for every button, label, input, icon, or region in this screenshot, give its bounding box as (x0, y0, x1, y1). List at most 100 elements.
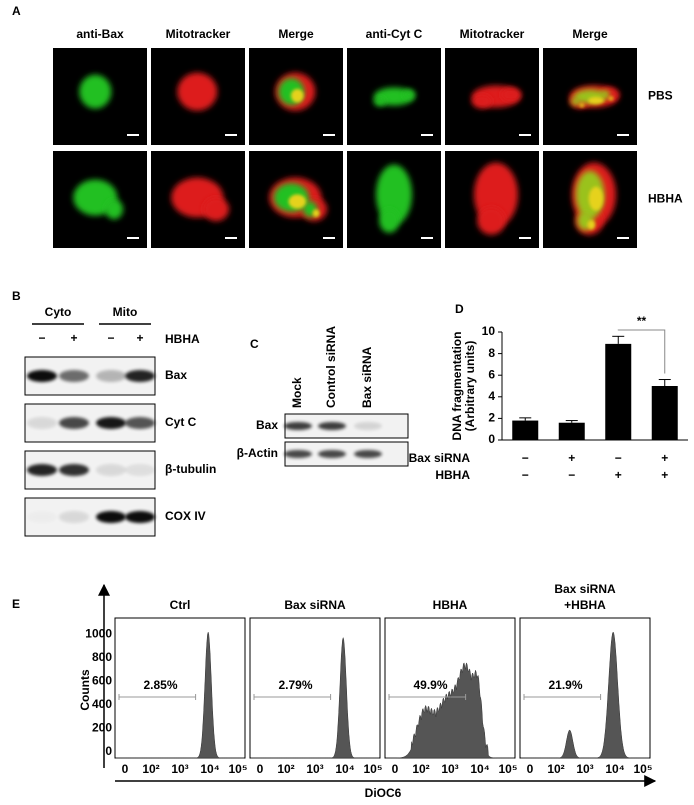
signal (312, 209, 320, 218)
x-tick-label: 0 (257, 762, 264, 776)
signal (379, 208, 400, 233)
blot-band (318, 422, 346, 430)
y-tick-label: 400 (92, 697, 112, 711)
significance-bracket (617, 329, 666, 374)
micrograph (543, 151, 637, 248)
signal (79, 74, 112, 109)
signal (571, 97, 581, 106)
treatment-label: HBHA (165, 332, 200, 346)
signal (600, 90, 610, 99)
bar (512, 420, 539, 440)
micrograph (347, 151, 441, 248)
blot-band (27, 370, 57, 382)
condition-sign: − (568, 468, 575, 482)
gate-label: 49.9% (413, 678, 447, 692)
histogram (386, 662, 514, 759)
y-tick-label: 0 (105, 744, 112, 758)
protein-label: COX IV (165, 509, 206, 523)
significance-label: ** (637, 314, 647, 328)
signal (376, 164, 412, 225)
blot-band (27, 417, 57, 429)
y-tick-label: 0 (488, 432, 495, 446)
y-tick-label: 600 (92, 674, 112, 688)
signal (588, 186, 604, 211)
signal (477, 206, 506, 235)
histogram (116, 631, 244, 759)
row-label: HBHA (648, 192, 683, 206)
blot-band (125, 511, 155, 523)
gate-label: 2.85% (143, 678, 177, 692)
column-header: Mitotracker (460, 27, 525, 41)
group-label: Mito (113, 305, 138, 319)
protein-label: Bax (256, 418, 278, 432)
panel-label: C (250, 337, 259, 351)
condition-sign: − (615, 451, 622, 465)
y-tick-label: 2 (488, 411, 495, 425)
panel-label: A (12, 4, 21, 18)
signal (290, 88, 304, 103)
sign: − (107, 331, 114, 345)
blot-band (59, 417, 89, 429)
micrograph (151, 48, 245, 145)
signal (105, 199, 124, 220)
signal (501, 87, 522, 102)
condition-sign: − (522, 451, 529, 465)
protein-label: Bax (165, 368, 187, 382)
signal (587, 220, 596, 230)
panel-label: D (455, 302, 464, 316)
signal (403, 89, 416, 100)
gate (118, 694, 197, 700)
sign: − (38, 331, 45, 345)
protein-label: β-tubulin (165, 462, 216, 476)
y-tick-label: 1000 (85, 627, 112, 641)
column-header: Mitotracker (166, 27, 231, 41)
blot-band (27, 511, 57, 523)
y-tick-label: 4 (488, 389, 495, 403)
sample-title: Bax siRNA (284, 598, 346, 612)
x-tick-label: 10³ (306, 762, 323, 776)
micrograph (543, 48, 637, 145)
bar (605, 343, 632, 440)
x-tick-label: 10³ (576, 762, 593, 776)
sample-title: +HBHA (564, 598, 606, 612)
blot-band (96, 511, 126, 523)
blot-band (284, 450, 312, 458)
x-tick-label: 10⁵ (634, 762, 653, 776)
lane-label: Bax siRNA (360, 346, 374, 408)
histogram (521, 631, 649, 759)
micrograph (249, 48, 343, 145)
y-axis-label: DNA fragmentation (450, 332, 464, 441)
lane-label: Control siRNA (324, 326, 338, 408)
blot-frame (284, 441, 409, 467)
plot-frame (519, 617, 651, 759)
signal (203, 197, 230, 222)
column-header: anti-Bax (76, 27, 124, 41)
condition-sign: + (661, 451, 668, 465)
x-tick-label: 10² (277, 762, 294, 776)
x-tick-label: 10³ (171, 762, 188, 776)
x-tick-label: 10⁵ (499, 762, 518, 776)
micrograph (445, 48, 539, 145)
sign: + (70, 331, 77, 345)
x-axis-label: DiOC6 (365, 786, 402, 800)
micrograph (151, 151, 245, 248)
blot-band (96, 464, 126, 476)
signal (471, 94, 492, 109)
x-tick-label: 10³ (441, 762, 458, 776)
micrograph (249, 151, 343, 248)
plot-frame (114, 617, 246, 759)
y-axis-label: (Arbitrary units) (463, 341, 477, 432)
micrograph (445, 151, 539, 248)
gate (523, 694, 602, 700)
column-header: anti-Cyt C (366, 27, 423, 41)
blot-band (125, 464, 155, 476)
signal (288, 194, 307, 209)
panel-label: B (12, 289, 21, 303)
y-tick-label: 200 (92, 721, 112, 735)
sample-title: Ctrl (170, 598, 191, 612)
x-tick-label: 10² (142, 762, 159, 776)
signal (373, 96, 386, 107)
y-axis-label: Counts (78, 669, 92, 711)
